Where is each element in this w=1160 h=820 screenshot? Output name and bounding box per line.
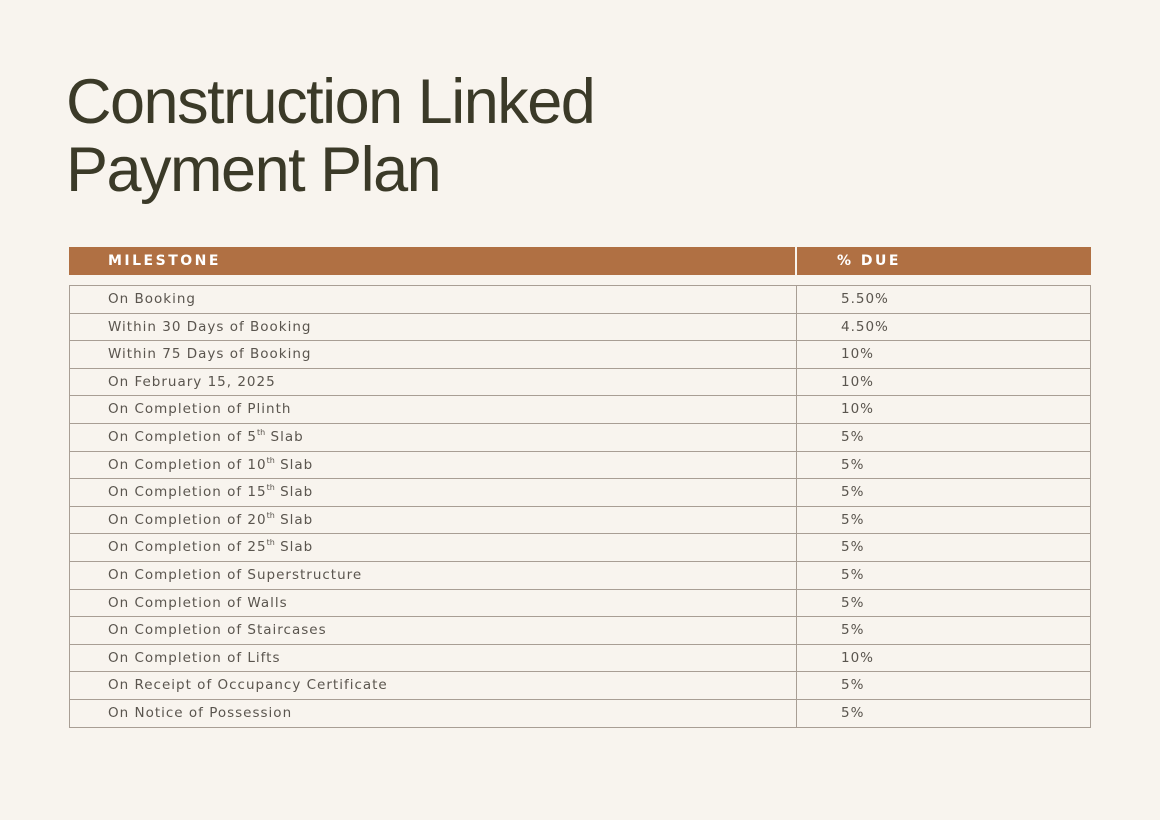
table-row: On Completion of Lifts 10% [70, 644, 1090, 673]
title: Construction Linked Payment Plan [66, 67, 596, 205]
due-cell: 5% [796, 589, 864, 617]
due-cell: 5% [796, 534, 864, 561]
milestone-cell: On Completion of 10th Slab [108, 452, 313, 479]
table-row: On Completion of Superstructure 5% [70, 561, 1090, 590]
due-cell: 5% [796, 479, 864, 506]
milestone-cell: On Completion of Walls [108, 594, 288, 611]
ordinal-suffix: th [256, 427, 266, 437]
due-cell: 5% [796, 699, 864, 727]
milestone-cell: On Booking [108, 291, 196, 307]
table-row: On Completion of 15th Slab 5% [70, 479, 1090, 507]
milestone-cell: On Completion of 20th Slab [108, 507, 313, 534]
milestone-text: On Completion of 10 [108, 456, 267, 473]
table-row: On Completion of 20th Slab 5% [70, 506, 1090, 535]
milestone-cell: On Completion of Plinth [108, 401, 292, 418]
milestone-text: On Completion of 25 [108, 539, 267, 556]
milestone-cell: On Completion of 5th Slab [108, 424, 304, 451]
ordinal-suffix: th [266, 483, 275, 493]
table-header: MILESTONE % DUE [69, 247, 1091, 275]
ordinal-suffix: th [266, 538, 275, 548]
table-row: On Completion of 5th Slab 5% [70, 423, 1090, 452]
due-cell: 5% [796, 506, 864, 534]
milestone-cell: Within 30 Days of Booking [108, 318, 312, 335]
due-cell: 10% [796, 368, 874, 396]
milestone-text: Slab [274, 484, 314, 501]
ordinal-suffix: th [266, 510, 275, 520]
title-line: Payment Plan [66, 135, 442, 205]
milestone-cell: On Notice of Possession [108, 704, 293, 721]
table-row: On Receipt of Occupancy Certificate 5% [70, 672, 1090, 700]
table: On Booking 5.50% Within 30 Days of Booking… [69, 285, 1091, 728]
due-cell: 5% [796, 451, 864, 479]
due-cell: 5% [796, 561, 864, 589]
milestone-text: Slab [274, 456, 314, 473]
milestone-cell: On Completion of Superstructure [108, 566, 363, 583]
table-row: On Completion of Walls 5% [70, 589, 1090, 618]
table-row: Within 30 Days of Booking 4.50% [70, 313, 1090, 342]
due-cell: 10% [796, 644, 874, 672]
milestone-cell: On Completion of Staircases [108, 622, 327, 639]
title-line: Construction Linked [66, 67, 596, 137]
header-cell: % DUE [837, 253, 901, 269]
table-row: On Booking 5.50% [70, 286, 1090, 314]
milestone-cell: On Completion of Lifts [108, 649, 281, 666]
milestone-cell: Within 75 Days of Booking [108, 346, 312, 363]
ordinal-suffix: th [266, 455, 275, 465]
milestone-cell: On Completion of 15th Slab [108, 479, 313, 506]
due-cell: 5% [796, 617, 864, 644]
milestone-text: On Completion of 15 [108, 484, 267, 501]
table-row: On Notice of Possession 5% [70, 699, 1090, 728]
milestone-text: Slab [274, 539, 314, 556]
milestone-cell: On Receipt of Occupancy Certificate [108, 677, 388, 694]
due-cell: 10% [796, 396, 874, 423]
milestone-text: Slab [274, 511, 314, 528]
due-cell: 5% [796, 672, 864, 699]
table-row: On Completion of Plinth 10% [70, 396, 1090, 424]
table-row: Within 75 Days of Booking 10% [70, 341, 1090, 369]
milestone-cell: On Completion of 25th Slab [108, 534, 313, 561]
table-row: On February 15, 2025 10% [70, 368, 1090, 397]
header-divider [795, 247, 797, 275]
table-row: On Completion of Staircases 5% [70, 617, 1090, 645]
milestone-cell: On February 15, 2025 [108, 373, 276, 390]
milestone-text: On Completion of 20 [108, 511, 267, 528]
table-row: On Completion of 10th Slab 5% [70, 451, 1090, 480]
milestone-text: Slab [265, 428, 304, 445]
table-row: On Completion of 25th Slab 5% [70, 534, 1090, 562]
milestone-text: On Completion of 5 [108, 428, 257, 445]
due-cell: 4.50% [796, 313, 889, 341]
header-cell: MILESTONE [108, 253, 221, 269]
due-cell: 5% [796, 423, 864, 451]
due-cell: 5.50% [796, 286, 889, 313]
due-cell: 10% [796, 341, 874, 368]
